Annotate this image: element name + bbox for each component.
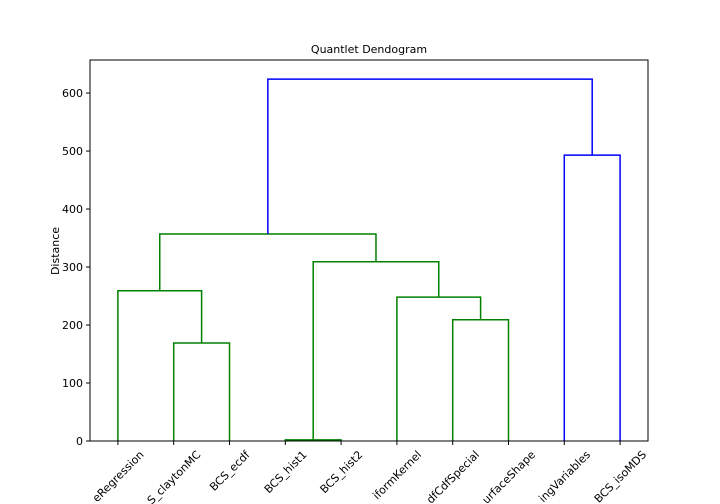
x-tick-label: S_claytonMC xyxy=(145,448,204,504)
dendrogram-link xyxy=(267,78,593,234)
plot-frame xyxy=(89,59,649,442)
y-axis-label: Distance xyxy=(49,227,62,275)
x-tick-label: eRegression xyxy=(90,448,147,504)
x-tick-label: BCS_ecdf xyxy=(207,447,253,493)
y-tick-label: 600 xyxy=(62,87,83,100)
y-tick-label: 0 xyxy=(76,435,83,448)
y-tick-label: 200 xyxy=(62,319,83,332)
x-tick-label: ingVariables xyxy=(536,448,593,504)
x-tick-label: BCS_hist2 xyxy=(318,448,366,496)
x-tick-label: BCS_hist1 xyxy=(262,448,310,496)
dendrogram-link xyxy=(312,261,440,440)
dendrogram-link xyxy=(396,296,482,441)
y-tick-label: 400 xyxy=(62,203,83,216)
x-tick-label: urfaceShape xyxy=(480,448,538,504)
x-tick-label: dfCdfSpecial xyxy=(424,448,482,504)
x-tick-label: BCS_isoMDS xyxy=(592,448,649,504)
y-tick-label: 300 xyxy=(62,261,83,274)
chart-title: Quantlet Dendogram xyxy=(311,43,427,56)
y-tick-label: 100 xyxy=(62,377,83,390)
x-tick-label: iformKernel xyxy=(370,448,424,502)
dendrogram-link xyxy=(451,319,510,441)
dendrogram-link xyxy=(117,290,203,441)
y-tick-label: 500 xyxy=(62,145,83,158)
dendrogram-link xyxy=(172,342,231,441)
dendrogram-link xyxy=(563,154,621,441)
